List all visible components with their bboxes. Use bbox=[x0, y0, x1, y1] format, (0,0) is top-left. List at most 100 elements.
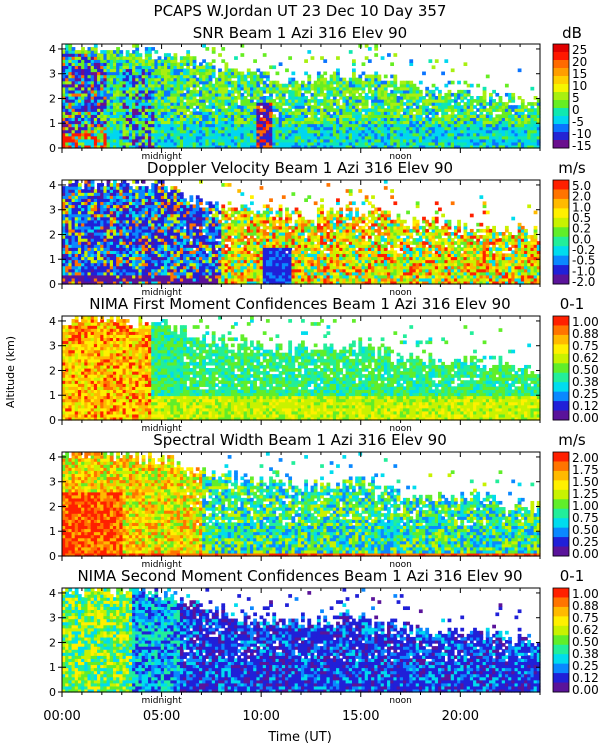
colorbar-swatch bbox=[553, 480, 569, 490]
radar-figure: PCAPS W.Jordan UT 23 Dec 10 Day 357 Alti… bbox=[0, 0, 600, 750]
y-tick-label: 0 bbox=[49, 142, 56, 155]
y-tick-label: 4 bbox=[49, 179, 56, 192]
colorbar-swatch bbox=[553, 401, 569, 411]
noon-label: noon bbox=[389, 696, 411, 706]
colorbar-tick-label: 0.00 bbox=[572, 547, 599, 561]
x-axis-label: Time (UT) bbox=[267, 730, 332, 745]
colorbar-swatch bbox=[553, 664, 569, 674]
colorbar-swatch bbox=[553, 256, 569, 266]
colorbar-swatch bbox=[553, 471, 569, 481]
colorbar-swatch bbox=[553, 588, 569, 598]
y-tick-label: 0 bbox=[49, 686, 56, 699]
y-tick-label: 4 bbox=[49, 451, 56, 464]
colorbar-swatch bbox=[553, 132, 569, 141]
panel-5: NIMA Second Moment Confidences Beam 1 Az… bbox=[49, 567, 599, 706]
colorbar-swatch bbox=[553, 635, 569, 645]
colorbar-swatch bbox=[553, 180, 569, 190]
colorbar-swatch bbox=[553, 237, 569, 247]
colorbar-swatch bbox=[553, 518, 569, 528]
colorbar: 1.000.880.750.620.500.380.250.120.00 bbox=[553, 587, 599, 697]
colorbar-tick-label: -15 bbox=[572, 139, 592, 153]
y-tick-label: 1 bbox=[49, 389, 56, 402]
colorbar-swatch bbox=[553, 124, 569, 133]
y-tick-label: 1 bbox=[49, 117, 56, 130]
colorbar-swatch bbox=[553, 363, 569, 373]
panel-title: NIMA First Moment Confidences Beam 1 Azi… bbox=[89, 295, 510, 313]
colorbar-swatch bbox=[553, 344, 569, 354]
y-tick-label: 0 bbox=[49, 278, 56, 291]
panel-2: Doppler Velocity Beam 1 Azi 316 Elev 90 m… bbox=[49, 159, 595, 298]
heatmap-cells bbox=[62, 452, 541, 557]
y-tick-label: 0 bbox=[49, 414, 56, 427]
panel-3: NIMA First Moment Confidences Beam 1 Azi… bbox=[49, 295, 599, 434]
y-tick-label: 2 bbox=[49, 228, 56, 241]
colorbar-swatch bbox=[553, 92, 569, 101]
colorbar-swatch bbox=[553, 108, 569, 117]
colorbar-swatch bbox=[553, 499, 569, 509]
x-tick-label: 05:00 bbox=[143, 709, 180, 724]
y-tick-label: 4 bbox=[49, 43, 56, 56]
y-tick-label: 4 bbox=[49, 587, 56, 600]
colorbar-swatch bbox=[553, 325, 569, 335]
colorbar-swatch bbox=[553, 116, 569, 125]
colorbar-swatch bbox=[553, 607, 569, 617]
colorbar-swatch bbox=[553, 52, 569, 61]
colorbar-swatch bbox=[553, 60, 569, 69]
colorbar-swatch bbox=[553, 537, 569, 547]
colorbar-tick-label: -2.0 bbox=[572, 275, 595, 289]
heatmap-cells bbox=[62, 180, 541, 285]
colorbar: 2.001.751.501.251.000.750.500.250.00 bbox=[553, 451, 599, 561]
colorbar-swatch bbox=[553, 68, 569, 77]
panel-title: SNR Beam 1 Azi 316 Elev 90 bbox=[193, 24, 407, 42]
heatmap-cells bbox=[62, 44, 541, 149]
panel-title: Spectral Width Beam 1 Azi 316 Elev 90 bbox=[153, 431, 447, 449]
y-tick-label: 3 bbox=[49, 340, 56, 353]
figure-title: PCAPS W.Jordan UT 23 Dec 10 Day 357 bbox=[154, 2, 447, 20]
colorbar-swatch bbox=[553, 683, 569, 693]
colorbar-unit: 0-1 bbox=[560, 567, 585, 585]
colorbar-swatch bbox=[553, 275, 569, 285]
y-axis-label: Altitude (km) bbox=[4, 336, 17, 408]
y-tick-label: 2 bbox=[49, 636, 56, 649]
colorbar-tick-label: 0.00 bbox=[572, 411, 599, 425]
y-tick-label: 2 bbox=[49, 364, 56, 377]
colorbar-swatch bbox=[553, 265, 569, 275]
x-tick-label: 20:00 bbox=[442, 709, 479, 724]
y-tick-label: 1 bbox=[49, 661, 56, 674]
colorbar-tick-label: 0.00 bbox=[572, 683, 599, 697]
colorbar-unit: m/s bbox=[558, 159, 586, 177]
y-tick-label: 1 bbox=[49, 253, 56, 266]
colorbar-swatch bbox=[553, 411, 569, 421]
colorbar-swatch bbox=[553, 616, 569, 626]
colorbar-swatch bbox=[553, 208, 569, 218]
x-tick-label: 00:00 bbox=[43, 709, 80, 724]
colorbar-swatch bbox=[553, 199, 569, 209]
colorbar-swatch bbox=[553, 509, 569, 519]
figure-svg: PCAPS W.Jordan UT 23 Dec 10 Day 357 Alti… bbox=[0, 0, 600, 750]
colorbar-swatch bbox=[553, 316, 569, 326]
colorbar-swatch bbox=[553, 354, 569, 364]
panel-title: NIMA Second Moment Confidences Beam 1 Az… bbox=[77, 567, 522, 585]
heatmap-cells bbox=[62, 316, 541, 421]
y-tick-label: 2 bbox=[49, 500, 56, 513]
colorbar-swatch bbox=[553, 218, 569, 228]
y-tick-label: 3 bbox=[49, 476, 56, 489]
colorbar-swatch bbox=[553, 76, 569, 85]
midnight-label: midnight bbox=[142, 696, 183, 706]
colorbar-swatch bbox=[553, 44, 569, 53]
colorbar-swatch bbox=[553, 100, 569, 109]
y-tick-label: 3 bbox=[49, 612, 56, 625]
y-tick-label: 2 bbox=[49, 92, 56, 105]
panel-title: Doppler Velocity Beam 1 Azi 316 Elev 90 bbox=[147, 159, 453, 177]
y-tick-label: 3 bbox=[49, 204, 56, 217]
colorbar-swatch bbox=[553, 645, 569, 655]
x-tick-label: 15:00 bbox=[342, 709, 379, 724]
colorbar-swatch bbox=[553, 84, 569, 93]
colorbar-swatch bbox=[553, 335, 569, 345]
colorbar-swatch bbox=[553, 392, 569, 402]
colorbar-swatch bbox=[553, 673, 569, 683]
